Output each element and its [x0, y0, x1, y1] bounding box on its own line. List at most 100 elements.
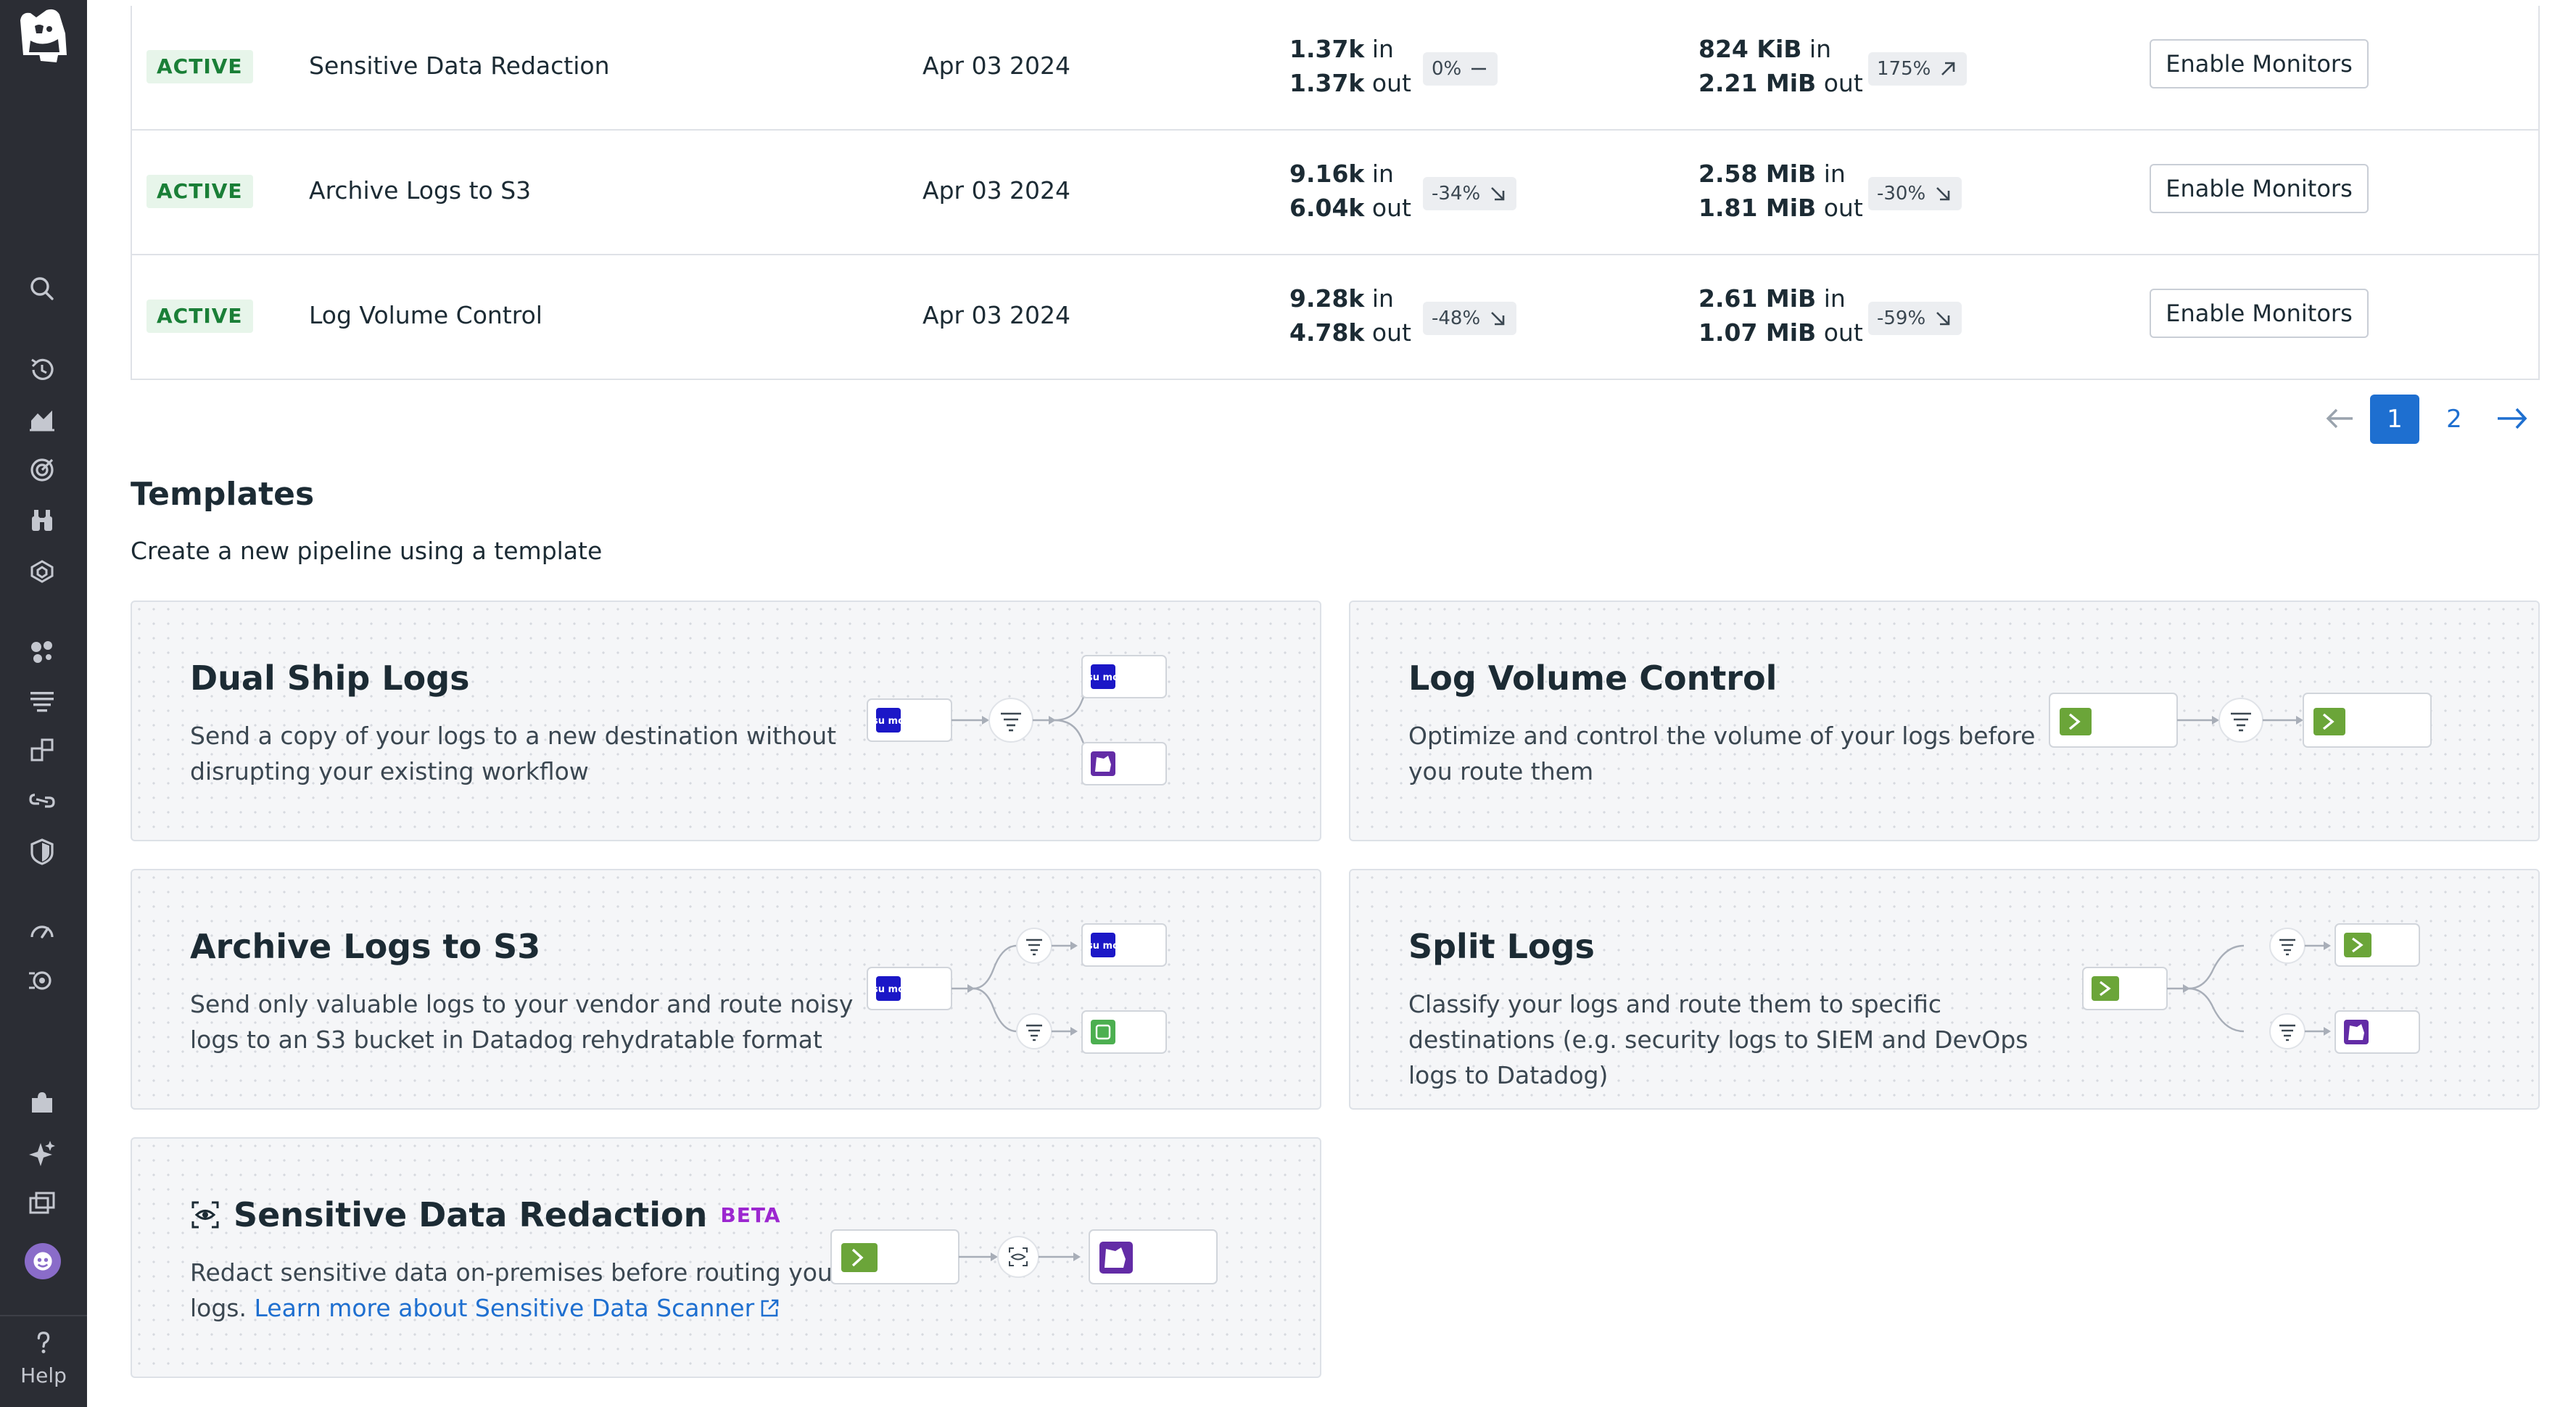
datadog-logo-icon[interactable] — [15, 4, 73, 67]
template-title: Dual Ship Logs — [190, 659, 470, 698]
events-change-badge: -34% — [1423, 177, 1517, 210]
template-description: Optimize and control the volume of your … — [1408, 722, 2036, 785]
speedometer-icon[interactable] — [23, 912, 61, 950]
in-label: in — [1823, 284, 1846, 313]
bytes-volume: 824 KiB in 2.21 MiB out — [1698, 32, 1863, 100]
arrow-down-right-icon — [1491, 187, 1505, 201]
next-page-arrow-icon[interactable] — [2493, 400, 2531, 437]
events-change-value: -48% — [1432, 308, 1481, 329]
user-avatar-icon[interactable] — [25, 1243, 61, 1279]
puzzle-icon[interactable] — [23, 1084, 61, 1121]
bytes-volume: 2.58 MiB in 1.81 MiB out — [1698, 157, 1863, 225]
events-in-value: 9.16k — [1289, 160, 1365, 188]
sumo-logo-icon: su mo — [1087, 941, 1119, 952]
template-card-archive-logs-s3[interactable]: Archive Logs to S3 Send only valuable lo… — [131, 869, 1321, 1110]
terminal-logo-icon — [2344, 933, 2371, 957]
template-card-log-volume-control[interactable]: Log Volume Control Optimize and control … — [1349, 601, 2540, 841]
template-card-sensitive-data-redaction[interactable]: Sensitive Data Redaction BETA Redact sen… — [131, 1137, 1321, 1378]
table-row[interactable]: ACTIVE Log Volume Control Apr 03 2024 9.… — [132, 254, 2538, 379]
template-card-dual-ship-logs[interactable]: Dual Ship Logs Send a copy of your logs … — [131, 601, 1321, 841]
layers-icon[interactable] — [23, 553, 61, 590]
previous-page-arrow-icon[interactable] — [2322, 400, 2358, 437]
history-icon[interactable] — [23, 351, 61, 389]
events-out-value: 6.04k — [1289, 194, 1365, 222]
hexagons-icon[interactable] — [23, 632, 61, 670]
bytes-change-value: 175% — [1877, 58, 1931, 80]
windows-icon[interactable] — [23, 1185, 61, 1223]
pipeline-name[interactable]: Archive Logs to S3 — [309, 176, 532, 205]
chain-link-icon[interactable] — [23, 782, 61, 820]
out-label: out — [1823, 318, 1863, 347]
archive-s3-diagram: su mo su mo — [867, 923, 1167, 1054]
events-in-value: 9.28k — [1289, 284, 1365, 313]
shield-icon[interactable] — [23, 833, 61, 870]
learn-more-link[interactable]: Learn more about Sensitive Data Scanner — [255, 1294, 781, 1322]
template-title: Sensitive Data Redaction — [234, 1195, 708, 1234]
pipeline-name[interactable]: Log Volume Control — [309, 301, 542, 329]
table-row[interactable]: ACTIVE Archive Logs to S3 Apr 03 2024 9.… — [132, 129, 2538, 254]
redaction-scan-icon — [1009, 1247, 1028, 1266]
templates-subtitle: Create a new pipeline using a template — [131, 537, 603, 565]
target-icon[interactable] — [23, 451, 61, 489]
help-label: Help — [20, 1363, 67, 1387]
in-label: in — [1823, 160, 1846, 188]
template-title: Archive Logs to S3 — [190, 927, 541, 966]
binoculars-icon[interactable] — [23, 502, 61, 540]
in-label: in — [1371, 284, 1394, 313]
area-chart-icon[interactable] — [23, 400, 61, 438]
arrow-down-right-icon — [1936, 312, 1950, 326]
bytes-out-value: 1.07 MiB — [1698, 318, 1817, 347]
page-1-button[interactable]: 1 — [2370, 395, 2419, 444]
split-logs-diagram — [2082, 923, 2420, 1054]
in-label: in — [1371, 35, 1394, 63]
search-icon[interactable] — [23, 270, 61, 308]
template-description-text: Redact sensitive data on-premises before… — [190, 1258, 843, 1322]
status-badge: ACTIVE — [146, 50, 253, 83]
dual-ship-diagram: su mo su mo — [867, 655, 1167, 785]
enable-monitors-button[interactable]: Enable Monitors — [2150, 289, 2369, 338]
sparkle-icon[interactable] — [23, 1134, 61, 1172]
out-label: out — [1371, 318, 1411, 347]
template-card-split-logs[interactable]: Split Logs Classify your logs and route … — [1349, 869, 2540, 1110]
bytes-change-badge: -30% — [1868, 177, 1962, 210]
arrow-down-right-icon — [1936, 187, 1950, 201]
bytes-change-value: -30% — [1877, 183, 1926, 205]
enable-monitors-button[interactable]: Enable Monitors — [2150, 39, 2369, 88]
page-2-button[interactable]: 2 — [2446, 405, 2462, 434]
events-out-value: 1.37k — [1289, 69, 1365, 97]
pipeline-date: Apr 03 2024 — [922, 51, 1071, 80]
events-volume: 9.16k in 6.04k out — [1289, 157, 1411, 225]
logs-icon[interactable] — [23, 682, 61, 719]
templates-heading: Templates — [131, 476, 315, 513]
in-label: in — [1371, 160, 1394, 188]
enable-monitors-button[interactable]: Enable Monitors — [2150, 164, 2369, 213]
bytes-out-value: 2.21 MiB — [1698, 69, 1817, 97]
template-title: Split Logs — [1408, 927, 1595, 966]
template-title: Log Volume Control — [1408, 659, 1778, 698]
in-label: in — [1809, 35, 1832, 63]
events-change-value: -34% — [1432, 183, 1481, 205]
beta-badge: BETA — [720, 1202, 781, 1227]
template-title-row: Sensitive Data Redaction BETA — [190, 1195, 781, 1234]
events-volume: 1.37k in 1.37k out — [1289, 32, 1411, 100]
sumo-logo-icon: su mo — [1087, 672, 1119, 683]
terminal-logo-icon — [2313, 708, 2345, 735]
bytes-in-value: 2.61 MiB — [1698, 284, 1817, 313]
bytes-out-value: 1.81 MiB — [1698, 194, 1817, 222]
out-label: out — [1371, 194, 1411, 222]
table-row[interactable]: ACTIVE Sensitive Data Redaction Apr 03 2… — [132, 6, 2538, 129]
out-label: out — [1823, 194, 1863, 222]
out-label: out — [1823, 69, 1863, 97]
events-change-value: 0% — [1432, 58, 1462, 80]
delivery-icon[interactable] — [23, 962, 61, 999]
out-label: out — [1371, 69, 1411, 97]
pipeline-name[interactable]: Sensitive Data Redaction — [309, 51, 610, 80]
learn-more-link-text[interactable]: Learn more about Sensitive Data Scanner — [254, 1294, 755, 1322]
status-badge: ACTIVE — [146, 175, 253, 208]
sumo-logo-icon: su mo — [872, 984, 904, 995]
apm-icon[interactable] — [23, 731, 61, 769]
bytes-change-value: -59% — [1877, 308, 1926, 329]
help-button[interactable]: Help — [0, 1326, 87, 1406]
events-change-badge: 0% — [1423, 52, 1498, 86]
